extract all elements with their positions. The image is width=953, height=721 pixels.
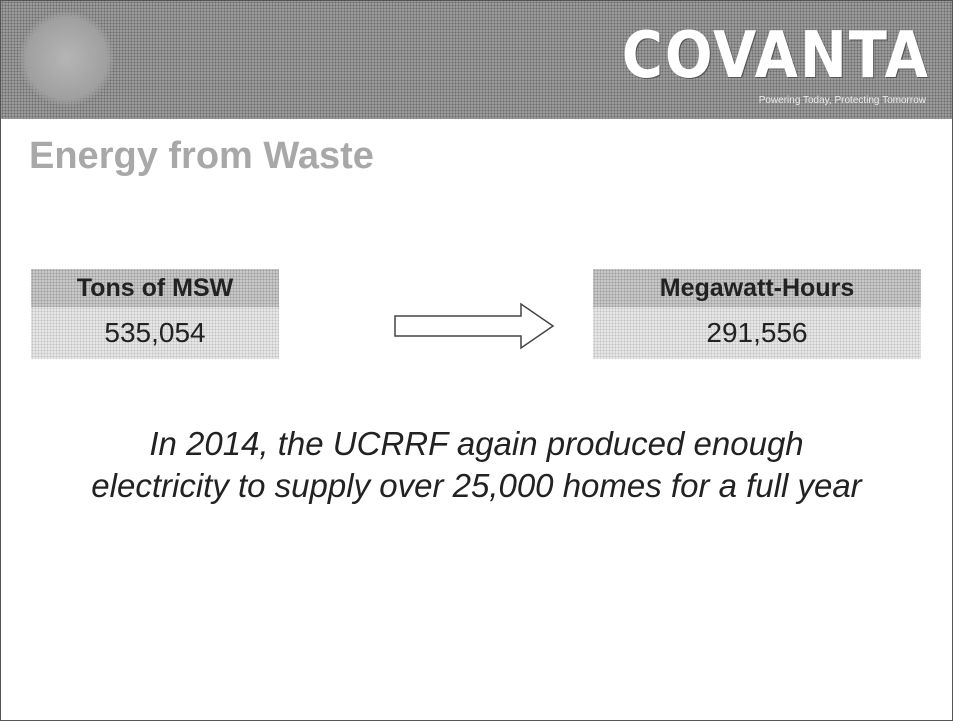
- input-value: 535,054: [31, 307, 279, 359]
- output-value: 291,556: [593, 307, 921, 359]
- input-label: Tons of MSW: [31, 269, 279, 307]
- header-band: COVANTA Powering Today, Protecting Tomor…: [1, 1, 952, 119]
- statement-line: electricity to supply over 25,000 homes …: [91, 467, 862, 504]
- title: Energy from Waste: [29, 135, 374, 177]
- input-box: Tons of MSW 535,054: [31, 269, 279, 359]
- tagline: Powering Today, Protecting Tomorrow: [758, 95, 926, 106]
- output-box: Megawatt-Hours 291,556: [593, 269, 921, 359]
- output-label: Megawatt-Hours: [593, 269, 921, 307]
- arrow: [394, 302, 555, 350]
- arrow-shape: [394, 302, 555, 350]
- statement-line: In 2014, the UCRRF again produced enough: [149, 425, 804, 462]
- logo: COVANTA: [621, 18, 930, 93]
- seal: [19, 11, 114, 106]
